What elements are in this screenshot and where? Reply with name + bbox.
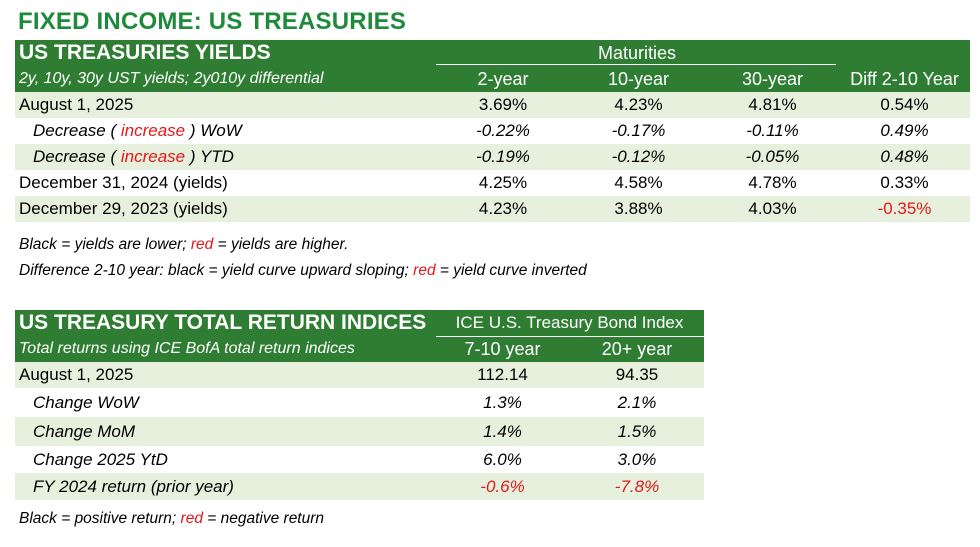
table-row: December 31, 2024 (yields) 4.25% 4.58% 4… xyxy=(15,170,970,196)
cell: 4.23% xyxy=(571,92,706,118)
cell: 0.33% xyxy=(839,170,970,196)
table-row: August 1, 2025 112.14 94.35 xyxy=(15,362,704,388)
yields-header-row-1: US TREASURIES YIELDS Maturities xyxy=(15,40,970,66)
page-title: FIXED INCOME: US TREASURIES xyxy=(18,8,406,36)
row-label: August 1, 2025 xyxy=(15,92,435,118)
col-30-year: 30-year xyxy=(706,66,839,92)
table-row: Decrease ( increase ) WoW -0.22% -0.17% … xyxy=(15,118,970,144)
yields-table-subtitle: 2y, 10y, 30y UST yields; 2y010y differen… xyxy=(15,66,435,92)
row-label: December 31, 2024 (yields) xyxy=(15,170,435,196)
cell: 4.58% xyxy=(571,170,706,196)
yields-table: US TREASURIES YIELDS Maturities 2y, 10y,… xyxy=(15,40,970,222)
ice-index-underline xyxy=(436,336,704,337)
ice-index-header: ICE U.S. Treasury Bond Index xyxy=(435,310,704,336)
cell: -0.11% xyxy=(706,118,839,144)
cell: 3.88% xyxy=(571,196,706,222)
returns-table: US TREASURY TOTAL RETURN INDICES ICE U.S… xyxy=(15,310,704,500)
row-label: Decrease ( increase ) YTD xyxy=(15,144,435,170)
row-label: December 29, 2023 (yields) xyxy=(15,196,435,222)
yields-note-2: Difference 2-10 year: black = yield curv… xyxy=(19,262,587,280)
cell: 0.49% xyxy=(839,118,970,144)
cell: -0.35% xyxy=(839,196,970,222)
returns-table-subtitle: Total returns using ICE BofA total retur… xyxy=(15,336,435,362)
cell: 112.14 xyxy=(435,362,570,388)
cell: 0.48% xyxy=(839,144,970,170)
table-row: Change 2025 YtD 6.0% 3.0% xyxy=(15,446,704,473)
row-label: August 1, 2025 xyxy=(15,362,435,388)
maturities-underline xyxy=(436,64,836,65)
maturities-header: Maturities xyxy=(435,40,839,66)
returns-note: Black = positive return; red = negative … xyxy=(19,510,324,528)
cell: 94.35 xyxy=(570,362,704,388)
table-row: Change MoM 1.4% 1.5% xyxy=(15,417,704,446)
cell: -0.22% xyxy=(435,118,571,144)
returns-header-row-1: US TREASURY TOTAL RETURN INDICES ICE U.S… xyxy=(15,310,704,336)
row-label: Change WoW xyxy=(15,388,435,417)
cell: -0.19% xyxy=(435,144,571,170)
cell: -7.8% xyxy=(570,473,704,500)
cell: 2.1% xyxy=(570,388,704,417)
yields-header-row-2: 2y, 10y, 30y UST yields; 2y010y differen… xyxy=(15,66,970,92)
cell: 4.78% xyxy=(706,170,839,196)
col-7-10-year: 7-10 year xyxy=(435,336,570,362)
cell: 1.3% xyxy=(435,388,570,417)
cell: 4.81% xyxy=(706,92,839,118)
row-label: Change 2025 YtD xyxy=(15,446,435,473)
table-row: Change WoW 1.3% 2.1% xyxy=(15,388,704,417)
table-row: August 1, 2025 3.69% 4.23% 4.81% 0.54% xyxy=(15,92,970,118)
table-row: Decrease ( increase ) YTD -0.19% -0.12% … xyxy=(15,144,970,170)
row-label: FY 2024 return (prior year) xyxy=(15,473,435,500)
cell: 6.0% xyxy=(435,446,570,473)
col-2-year: 2-year xyxy=(435,66,571,92)
cell: 1.4% xyxy=(435,417,570,446)
cell: 4.03% xyxy=(706,196,839,222)
table-row: December 29, 2023 (yields) 4.23% 3.88% 4… xyxy=(15,196,970,222)
cell: 0.54% xyxy=(839,92,970,118)
yields-table-title: US TREASURIES YIELDS xyxy=(15,40,435,66)
col-20-plus-year: 20+ year xyxy=(570,336,704,362)
returns-table-title: US TREASURY TOTAL RETURN INDICES xyxy=(15,310,435,336)
cell: 4.25% xyxy=(435,170,571,196)
returns-header-row-2: Total returns using ICE BofA total retur… xyxy=(15,336,704,362)
cell: 3.0% xyxy=(570,446,704,473)
cell: 4.23% xyxy=(435,196,571,222)
col-10-year: 10-year xyxy=(571,66,706,92)
col-diff-2-10: Diff 2-10 Year xyxy=(839,66,970,92)
cell: 3.69% xyxy=(435,92,571,118)
cell: -0.12% xyxy=(571,144,706,170)
row-label: Decrease ( increase ) WoW xyxy=(15,118,435,144)
cell: -0.05% xyxy=(706,144,839,170)
table-row: FY 2024 return (prior year) -0.6% -7.8% xyxy=(15,473,704,500)
row-label: Change MoM xyxy=(15,417,435,446)
yields-note-1: Black = yields are lower; red = yields a… xyxy=(19,236,348,254)
cell: -0.6% xyxy=(435,473,570,500)
cell: -0.17% xyxy=(571,118,706,144)
cell: 1.5% xyxy=(570,417,704,446)
